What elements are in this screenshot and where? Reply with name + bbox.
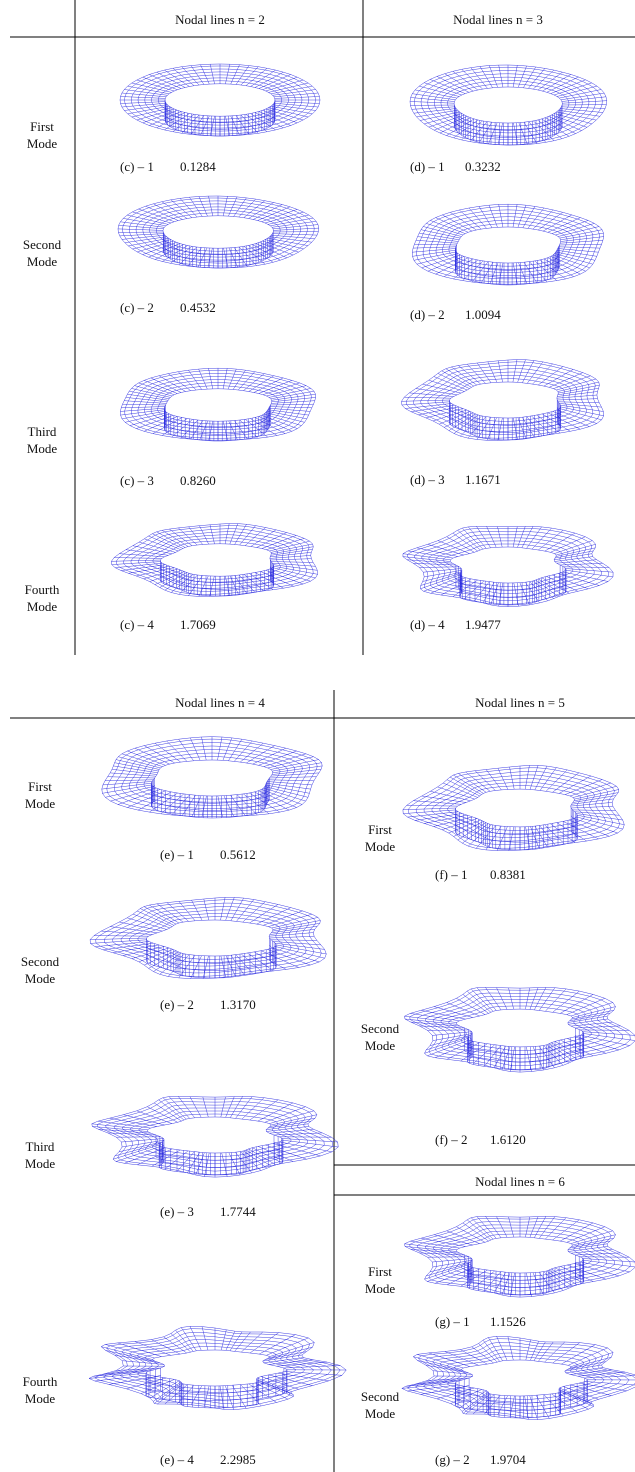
mode-shape — [405, 1216, 635, 1297]
mode-label: (d) – 1 — [410, 159, 445, 175]
mode-label: (c) – 3 — [120, 473, 154, 489]
mode-shape — [120, 368, 315, 441]
mode-shape — [90, 897, 326, 978]
frequency: 1.7069 — [180, 617, 216, 633]
mode-shape — [92, 1096, 338, 1177]
row-label: First Mode — [13, 778, 67, 812]
row-label: Third Mode — [15, 423, 69, 457]
column-header: Nodal lines n = 2 — [175, 12, 265, 28]
frequency: 1.7744 — [220, 1204, 256, 1220]
mode-shape — [111, 524, 317, 597]
mode-label: (e) – 2 — [160, 997, 194, 1013]
figure-art — [0, 0, 635, 1472]
column-header: Nodal lines n = 6 — [475, 1174, 565, 1190]
frequency: 0.4532 — [180, 300, 216, 316]
frequency: 1.1526 — [490, 1314, 526, 1330]
mode-label: (c) – 4 — [120, 617, 154, 633]
frequency: 1.6120 — [490, 1132, 526, 1148]
row-label: Fourth Mode — [15, 581, 69, 615]
frequency: 1.9477 — [465, 617, 501, 633]
mode-shape — [120, 64, 320, 136]
mode-label: (f) – 1 — [435, 867, 468, 883]
mode-label: (d) – 2 — [410, 307, 445, 323]
mode-shape — [89, 1326, 346, 1409]
mode-shape — [402, 1336, 635, 1419]
frequency: 0.5612 — [220, 847, 256, 863]
row-label: Fourth Mode — [13, 1373, 67, 1407]
row-label: Second Mode — [353, 1020, 407, 1054]
mode-label: (g) – 2 — [435, 1452, 470, 1468]
mode-shape — [102, 737, 322, 818]
row-label: Third Mode — [13, 1138, 67, 1172]
mode-label: (d) – 4 — [410, 617, 445, 633]
mode-shape — [403, 526, 613, 606]
mode-label: (g) – 1 — [435, 1314, 470, 1330]
mode-label: (c) – 2 — [120, 300, 154, 316]
frequency: 1.3170 — [220, 997, 256, 1013]
frequency: 1.0094 — [465, 307, 501, 323]
mode-shape — [402, 360, 604, 441]
row-label: First Mode — [353, 1263, 407, 1297]
frequency: 0.3232 — [465, 159, 501, 175]
mode-shape — [405, 987, 635, 1072]
mode-label: (d) – 3 — [410, 472, 445, 488]
row-label: Second Mode — [13, 953, 67, 987]
frequency: 0.8260 — [180, 473, 216, 489]
mode-label: (c) – 1 — [120, 159, 154, 175]
frequency: 0.1284 — [180, 159, 216, 175]
column-header: Nodal lines n = 3 — [453, 12, 543, 28]
column-header: Nodal lines n = 5 — [475, 695, 565, 711]
mode-label: (e) – 3 — [160, 1204, 194, 1220]
mode-shape — [410, 65, 607, 145]
row-label: Second Mode — [15, 236, 69, 270]
row-label: Second Mode — [353, 1388, 407, 1422]
figure: First Mode Second Mode Third Mode Fourth Mo… — [0, 0, 635, 1472]
mode-shape — [403, 765, 624, 850]
column-header: Nodal lines n = 4 — [175, 695, 265, 711]
mode-label: (f) – 2 — [435, 1132, 468, 1148]
mode-label: (e) – 1 — [160, 847, 194, 863]
mode-shape — [118, 196, 319, 268]
row-label: First Mode — [353, 821, 407, 855]
row-label: First Mode — [15, 118, 69, 152]
frequency: 0.8381 — [490, 867, 526, 883]
frequency: 1.1671 — [465, 472, 501, 488]
mode-shape — [412, 204, 603, 285]
frequency: 1.9704 — [490, 1452, 526, 1468]
frequency: 2.2985 — [220, 1452, 256, 1468]
mode-label: (e) – 4 — [160, 1452, 194, 1468]
